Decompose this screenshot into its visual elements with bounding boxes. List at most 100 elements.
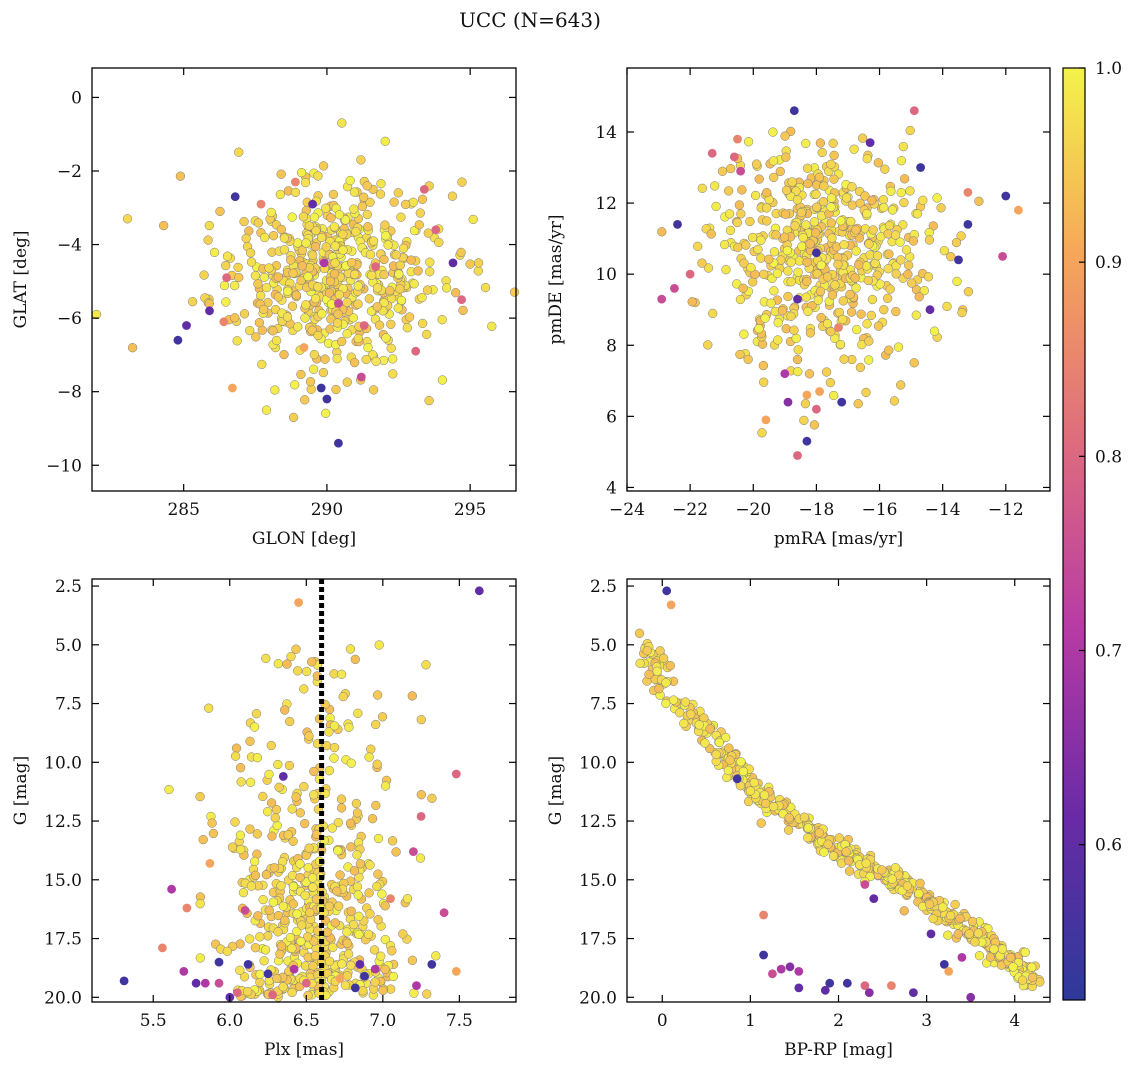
scatter-point-highlight: [240, 906, 250, 915]
scatter-point: [809, 420, 820, 430]
scatter-point: [839, 240, 849, 250]
scatter-point: [261, 405, 272, 415]
scatter-point: [371, 719, 381, 730]
colorbar-tick-label: 0.7: [1095, 642, 1122, 662]
scatter-point: [817, 147, 827, 158]
scatter-point: [296, 936, 306, 947]
scatter-point: [273, 292, 284, 302]
scatter-point: [902, 881, 913, 891]
scatter-point: [723, 186, 734, 196]
scatter-point: [221, 297, 231, 307]
scatter-point: [815, 286, 826, 296]
scatter-point: [276, 224, 286, 235]
scatter-point: [657, 227, 667, 237]
scatter-point: [313, 171, 323, 181]
scatter-point: [841, 847, 851, 857]
scatter-point: [829, 174, 839, 184]
scatter-point: [386, 319, 396, 329]
scatter-point: [402, 894, 413, 904]
y-tick-label: 15.0: [579, 871, 617, 891]
scatter-point: [302, 932, 313, 942]
scatter-point: [337, 959, 347, 969]
scatter-point: [896, 380, 906, 390]
scatter-point: [769, 247, 780, 257]
y-tick-label: 7.5: [590, 695, 617, 715]
scatter-point: [456, 247, 466, 258]
scatter-point-highlight: [294, 598, 303, 607]
scatter-point: [846, 216, 856, 227]
scatter-point: [369, 945, 380, 955]
scatter-point: [771, 230, 781, 240]
x-tick-label: 6.0: [216, 1011, 243, 1031]
scatter-point: [329, 222, 340, 232]
y-tick-label: 5.0: [590, 636, 617, 656]
scatter-point-highlight: [780, 369, 790, 379]
scatter-point: [751, 159, 762, 169]
scatter-point-highlight: [179, 967, 189, 976]
scatter-point-highlight: [167, 884, 177, 894]
scatter-point: [372, 881, 382, 892]
scatter-point-highlight: [837, 397, 847, 407]
scatter-point: [251, 332, 261, 342]
scatter-points: [91, 118, 520, 448]
scatter-point: [378, 985, 388, 996]
scatter-point: [291, 644, 301, 654]
scatter-point-highlight: [173, 335, 183, 345]
scatter-point: [862, 319, 872, 329]
scatter-point: [451, 288, 461, 298]
scatter-point: [1027, 962, 1037, 972]
scatter-point: [337, 336, 347, 347]
scatter-point: [801, 292, 811, 302]
scatter-point: [885, 284, 895, 294]
scatter-point: [398, 929, 408, 939]
scatter-point: [234, 147, 244, 157]
scatter-point: [803, 306, 813, 317]
scatter-point: [665, 661, 675, 671]
scatter-point-highlight: [308, 199, 317, 209]
scatter-point-highlight: [289, 964, 299, 974]
scatter-point: [376, 179, 386, 189]
scatter-point-highlight: [158, 943, 167, 953]
scatter-point: [307, 325, 317, 335]
scatter-point: [668, 695, 679, 705]
scatter-point: [697, 258, 707, 268]
scatter-point: [362, 209, 372, 220]
scatter-point-highlight: [736, 166, 745, 176]
scatter-point-highlight: [200, 978, 210, 988]
scatter-point: [288, 881, 299, 892]
scatter-point: [867, 195, 877, 205]
scatter-point: [833, 259, 843, 270]
scatter-point-highlight: [214, 978, 224, 988]
scatter-point: [275, 949, 285, 959]
scatter-point: [363, 929, 374, 939]
scatter-point: [245, 934, 255, 944]
scatter-point: [364, 752, 374, 762]
scatter-point-highlight: [939, 960, 949, 969]
scatter-point: [236, 777, 246, 787]
scatter-point: [219, 280, 230, 291]
scatter-point: [812, 269, 822, 279]
scatter-point-highlight: [427, 960, 437, 969]
scatter-point: [250, 271, 261, 281]
scatter-point: [735, 349, 745, 360]
scatter-point: [353, 890, 363, 900]
scatter-point-highlight: [371, 262, 380, 271]
scatter-point-highlight: [793, 294, 802, 304]
scatter-point: [359, 192, 369, 202]
scatter-point-highlight: [439, 908, 449, 918]
scatter-point: [414, 220, 424, 230]
scatter-point: [267, 831, 277, 841]
scatter-point-highlight: [729, 152, 739, 162]
scatter-point: [907, 278, 917, 288]
x-tick-label: −24: [609, 500, 645, 520]
scatter-point: [896, 156, 907, 166]
scatter-point: [803, 823, 813, 833]
scatter-point-highlight: [802, 390, 812, 400]
scatter-point: [861, 387, 871, 398]
scatter-point: [804, 369, 815, 379]
scatter-point: [747, 232, 758, 243]
scatter-point: [233, 262, 243, 273]
scatter-point: [951, 237, 962, 248]
y-tick-label: 2.5: [590, 577, 617, 597]
scatter-point: [373, 915, 383, 925]
